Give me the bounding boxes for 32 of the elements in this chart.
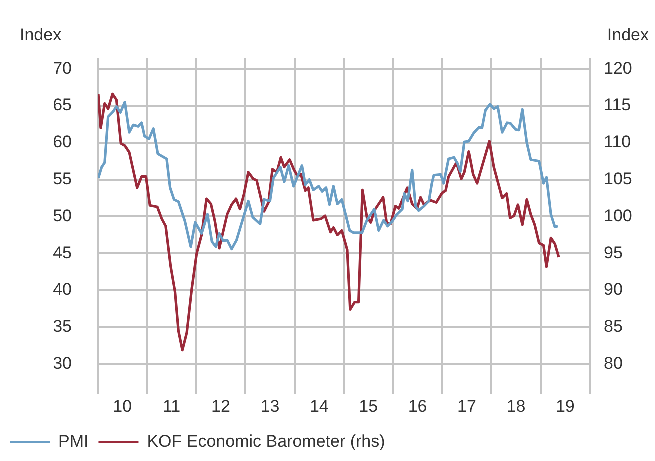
y-tick-label: 40 bbox=[53, 280, 72, 300]
y-tick-label: 35 bbox=[53, 317, 72, 336]
x-tick-label: 14 bbox=[310, 396, 329, 416]
x-tick-label: 17 bbox=[458, 396, 476, 416]
y2-tick-label: 100 bbox=[604, 206, 632, 226]
x-tick-label: 18 bbox=[506, 396, 526, 416]
legend-label: PMI bbox=[58, 432, 89, 452]
x-tick-label: 11 bbox=[162, 396, 181, 416]
x-tick-label: 15 bbox=[359, 396, 378, 416]
x-tick-label: 12 bbox=[212, 396, 230, 416]
y2-tick-label: 110 bbox=[604, 132, 632, 152]
y2-tick-label: 120 bbox=[604, 58, 632, 78]
y-tick-label: 30 bbox=[53, 354, 72, 374]
x-tick-label: 19 bbox=[556, 396, 575, 416]
y-axis-title: Index bbox=[20, 26, 62, 45]
y2-tick-label: 90 bbox=[604, 280, 623, 300]
y-tick-label: 70 bbox=[53, 58, 72, 78]
legend-label: KOF Economic Barometer (rhs) bbox=[147, 432, 386, 452]
y2-tick-label: 115 bbox=[604, 96, 632, 115]
y2-tick-label: 80 bbox=[604, 354, 623, 374]
y-tick-label: 55 bbox=[53, 170, 72, 188]
y-tick-label: 65 bbox=[53, 96, 72, 115]
y-tick-label: 60 bbox=[53, 132, 72, 152]
y2-tick-label: 105 bbox=[604, 170, 632, 188]
y-tick-label: 45 bbox=[53, 243, 72, 262]
y2-tick-label: 95 bbox=[604, 243, 623, 262]
x-tick-label: 13 bbox=[260, 396, 280, 416]
y2-tick-label: 85 bbox=[604, 317, 623, 336]
y-tick-label: 50 bbox=[53, 206, 72, 226]
x-tick-label: 16 bbox=[408, 396, 428, 416]
x-tick-label: 10 bbox=[113, 396, 132, 416]
y2-axis-title: Index bbox=[607, 26, 650, 45]
